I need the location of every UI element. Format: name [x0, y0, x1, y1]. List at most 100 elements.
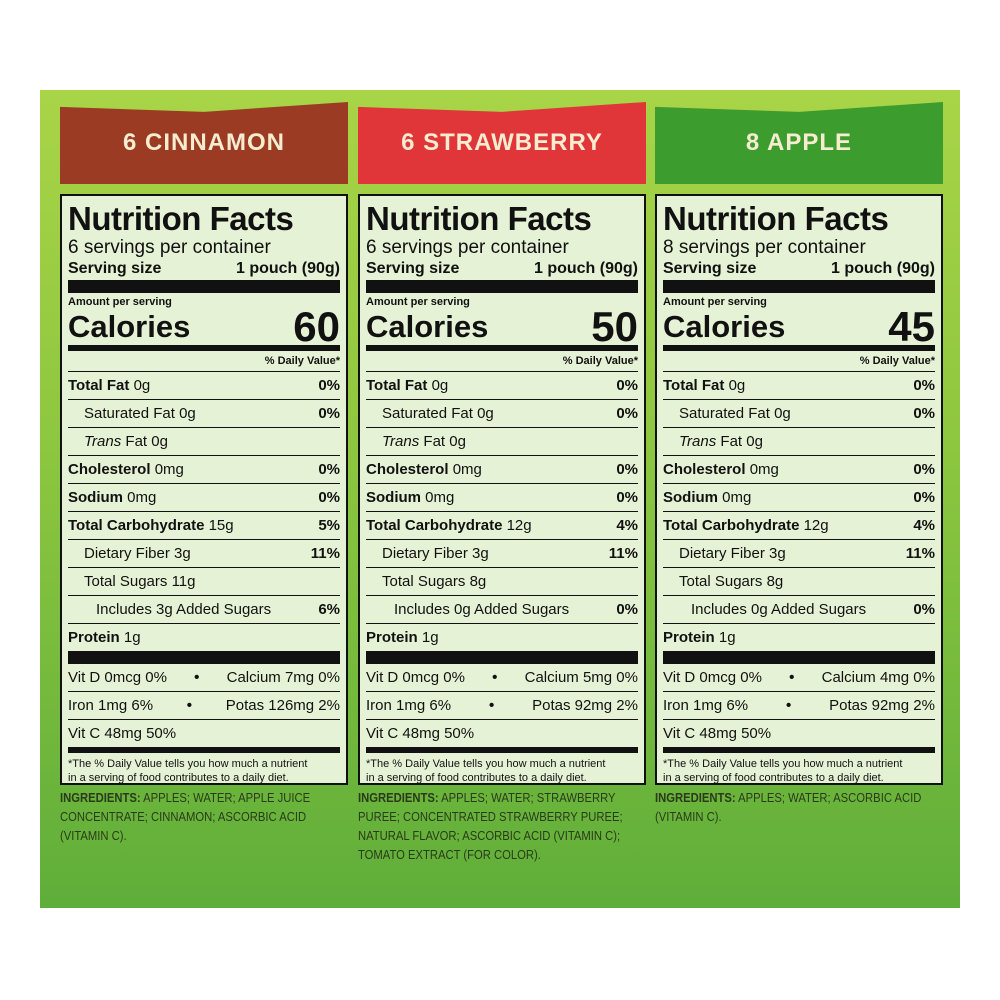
nutrient-daily-value: 0% — [616, 601, 638, 618]
thick-rule — [663, 652, 935, 664]
nutrient-amount: 0mg — [127, 489, 157, 506]
vitamin-item: Vit C 48mg 50% — [366, 725, 475, 742]
nutrient-label: Cholesterol — [663, 461, 746, 478]
footnote: *The % Daily Value tells you how much a … — [366, 757, 638, 785]
nutrient-label: Total Carbohydrate — [366, 517, 503, 534]
nutrient-label: Includes 3g Added Sugars — [96, 601, 272, 618]
nutrient-amount: 0g — [477, 405, 494, 422]
nutrient-label: Protein — [68, 629, 120, 646]
nutrient-label: Sodium — [68, 489, 123, 506]
nutrient-name: Cholesterol 0mg — [68, 461, 184, 478]
vitamin-row: Iron 1mg 6% • Potas 92mg 2% — [663, 692, 935, 720]
nutrient-name: Includes 0g Added Sugars — [663, 601, 866, 618]
serving-size-row: Serving size 1 pouch (90g) — [366, 258, 638, 280]
vitamin-row: Vit C 48mg 50% — [366, 720, 638, 748]
vitamin-item: Vit C 48mg 50% — [68, 725, 177, 742]
vitamin-item: Iron 1mg 6% — [663, 697, 749, 714]
nutrient-name: Protein 1g — [663, 629, 736, 646]
calories-value: 60 — [293, 303, 340, 350]
vitamin-row: Vit D 0mcg 0% • Calcium 7mg 0% — [68, 664, 340, 692]
serving-size-value: 1 pouch (90g) — [830, 260, 935, 277]
nutrient-name: Total Fat 0g — [366, 377, 448, 394]
nutrient-amount: 0mg — [154, 461, 184, 478]
vitamin-row: Vit C 48mg 50% — [68, 720, 340, 748]
nutrient-label: Cholesterol — [68, 461, 151, 478]
nutrient-label: Sodium — [366, 489, 421, 506]
nutrient-amount: 0g — [179, 405, 196, 422]
nutrient-row: Trans Fat 0g — [663, 428, 935, 456]
vitamin-row: Iron 1mg 6% • Potas 92mg 2% — [366, 692, 638, 720]
nutrient-amount: 3g — [174, 545, 191, 562]
vitamin-row: Vit D 0mcg 0% • Calcium 4mg 0% — [663, 664, 935, 692]
vitamin-item: Calcium 5mg 0% — [524, 669, 638, 686]
nutrient-daily-value: 11% — [905, 545, 935, 562]
label-title: Nutrition Facts — [68, 200, 294, 237]
flavor-banner: 8 APPLE — [655, 102, 943, 184]
nutrient-name: Includes 3g Added Sugars — [68, 601, 271, 618]
nutrient-daily-value: 0% — [913, 601, 935, 618]
servings-per-container: 6 servings per container — [366, 237, 569, 258]
nutrient-label: Dietary Fiber — [84, 545, 170, 562]
thick-rule — [663, 280, 935, 293]
nutrient-amount: 3g — [769, 545, 786, 562]
nutrient-row: Saturated Fat 0g 0% — [366, 400, 638, 428]
nutrient-row: Dietary Fiber 3g 11% — [68, 540, 340, 568]
amount-per-serving: Amount per serving — [366, 296, 470, 308]
ingredients: INGREDIENTS: APPLES; WATER; STRAWBERRY P… — [358, 789, 646, 865]
footnote-line: in a serving of food contributes to a da… — [366, 772, 587, 784]
nutrient-name: Saturated Fat 0g — [68, 405, 196, 422]
nutrient-amount: 12g — [506, 517, 532, 534]
nutrient-daily-value: 6% — [318, 601, 340, 618]
nutrient-name: Trans Fat 0g — [366, 433, 466, 450]
ingredients-text: APPLES; WATER; STRAWBERRY PUREE; CONCENT… — [358, 791, 623, 862]
nutrient-row: Dietary Fiber 3g 11% — [663, 540, 935, 568]
nutrient-label: Includes 0g Added Sugars — [691, 601, 867, 618]
nutrient-name: Total Carbohydrate 12g — [663, 517, 829, 534]
footnote: *The % Daily Value tells you how much a … — [68, 757, 340, 785]
serving-size-label: Serving size — [663, 260, 757, 277]
nutrient-label: Saturated Fat — [84, 405, 175, 422]
nutrient-daily-value: 0% — [318, 489, 340, 506]
nutrient-daily-value: 0% — [318, 377, 340, 394]
vitamin-item: Calcium 7mg 0% — [226, 669, 340, 686]
nutrient-amount: 8g — [766, 573, 784, 590]
thick-rule — [68, 652, 340, 664]
daily-value-header: % Daily Value* — [366, 351, 638, 372]
flavor-banner: 6 STRAWBERRY — [358, 102, 646, 184]
vitamin-item: Potas 92mg 2% — [532, 697, 638, 714]
vitamin-item: Vit D 0mcg 0% — [68, 669, 167, 686]
calories-label: Calories — [366, 309, 489, 344]
vitamin-item: Iron 1mg 6% — [366, 697, 452, 714]
nutrient-amount: Fat 0g — [720, 433, 763, 450]
nutrient-label: Total Fat — [68, 377, 130, 394]
nutrient-name: Sodium 0mg — [663, 489, 751, 506]
nutrient-row: Cholesterol 0mg 0% — [366, 456, 638, 484]
amount-per-serving: Amount per serving — [663, 296, 767, 308]
serving-size-value: 1 pouch (90g) — [533, 260, 638, 277]
medium-rule — [663, 747, 935, 753]
calories-label: Calories — [68, 309, 191, 344]
serving-size-row: Serving size 1 pouch (90g) — [68, 258, 340, 280]
nutrient-name: Sodium 0mg — [68, 489, 156, 506]
nutrient-row: Dietary Fiber 3g 11% — [366, 540, 638, 568]
nutrient-label: Protein — [663, 629, 715, 646]
nutrient-row: Total Carbohydrate 12g 4% — [663, 512, 935, 540]
nutrient-amount: 0g — [431, 377, 449, 394]
nutrient-label: Saturated Fat — [679, 405, 770, 422]
nutrient-row: Total Carbohydrate 12g 4% — [366, 512, 638, 540]
nutrient-row: Protein 1g — [663, 624, 935, 652]
nutrient-row: Total Sugars 8g — [366, 568, 638, 596]
vitamin-item: Vit D 0mcg 0% — [663, 669, 762, 686]
separator-dot: • — [194, 669, 200, 686]
nutrition-label: Nutrition Facts 6 servings per container S… — [358, 194, 646, 785]
nutrient-name: Total Sugars 8g — [663, 573, 783, 590]
ingredients-label: INGREDIENTS: — [655, 791, 736, 805]
nutrient-amount: Fat 0g — [423, 433, 466, 450]
nutrient-row: Total Sugars 8g — [663, 568, 935, 596]
nutrient-name: Total Sugars 11g — [68, 573, 195, 590]
vitamin-row: Iron 1mg 6% • Potas 126mg 2% — [68, 692, 340, 720]
nutrient-label: Dietary Fiber — [382, 545, 468, 562]
daily-value-header: % Daily Value* — [663, 351, 935, 372]
nutrient-daily-value: 0% — [616, 489, 638, 506]
medium-rule — [663, 345, 935, 351]
